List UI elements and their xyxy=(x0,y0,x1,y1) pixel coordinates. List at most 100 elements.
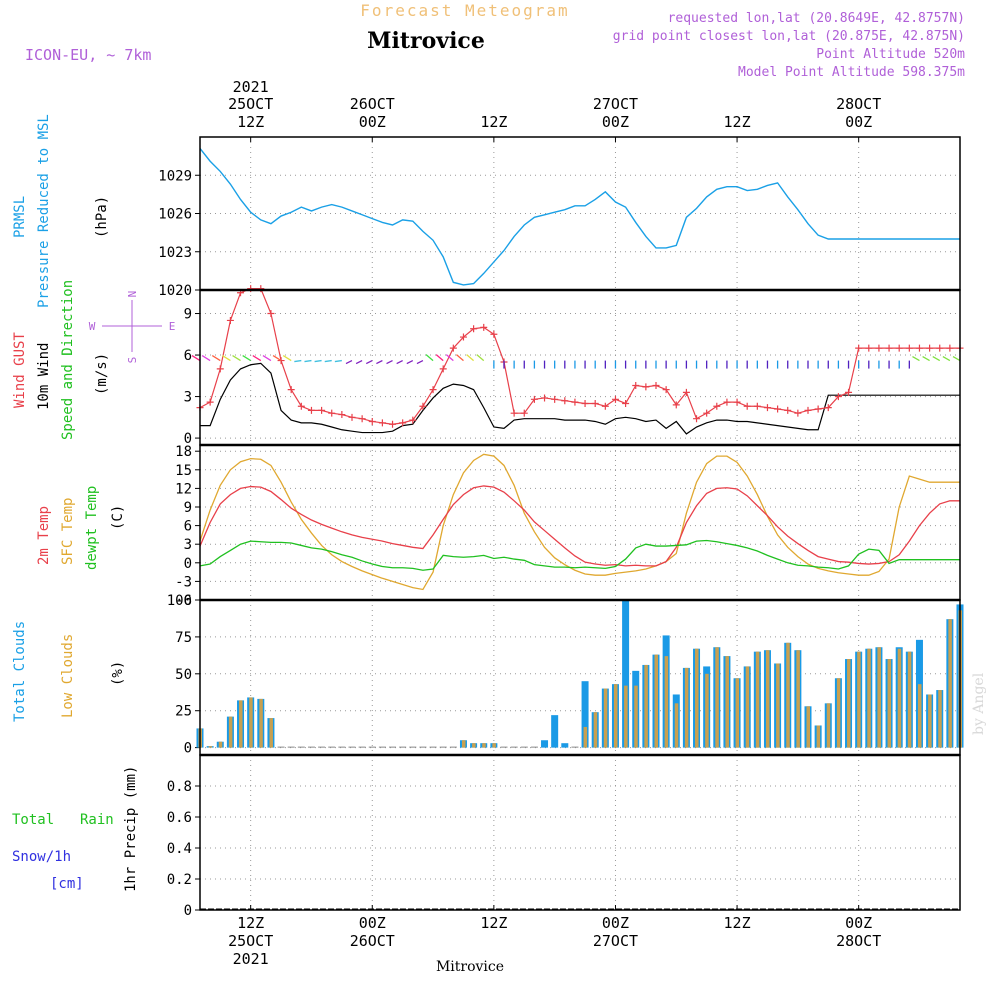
gust-marker xyxy=(936,344,944,352)
gust-marker xyxy=(470,325,478,333)
model-altitude: Model Point Altitude 598.375m xyxy=(738,65,965,80)
watermark: by Angel xyxy=(971,672,987,735)
total-cloud-bar xyxy=(500,746,508,748)
gust-marker xyxy=(693,415,701,423)
page-title: Mitrovice xyxy=(367,28,485,54)
pressure-labels: PRMSL Pressure Reduced to MSL (hPa) xyxy=(12,114,110,308)
low-cloud-bar xyxy=(593,712,598,748)
wind-arrow xyxy=(942,356,951,362)
total-cloud-bar xyxy=(287,746,295,748)
y-tick-label: 75 xyxy=(175,630,192,646)
model-label: ICON-EU, ~ 7km xyxy=(25,46,151,64)
pressure-label-1: PRMSL xyxy=(12,196,28,238)
wind-label-3: Speed and Direction xyxy=(60,280,76,440)
low-cloud-bar xyxy=(816,725,821,748)
gust-marker xyxy=(622,399,630,407)
gust-marker xyxy=(784,406,792,414)
y-tick-label: 3 xyxy=(184,537,192,553)
compass-s: S xyxy=(126,357,139,364)
temp-labels: 2m Temp SFC Temp dewpt Temp (C) xyxy=(36,486,126,570)
wind-arrow xyxy=(355,359,363,365)
bottom-date-label: 27OCT xyxy=(593,932,638,950)
total-cloud-bar xyxy=(307,746,315,748)
gust-marker xyxy=(277,357,285,365)
total-cloud-bar xyxy=(581,681,589,748)
wind-arrow xyxy=(294,359,302,363)
low-cloud-bar xyxy=(239,700,243,748)
gust-marker xyxy=(490,330,498,338)
y-tick-label: 1023 xyxy=(158,245,192,261)
bottom-hour-label: 00Z xyxy=(845,914,872,932)
top-hour-label: 12Z xyxy=(237,113,264,131)
top-hour-label: 12Z xyxy=(724,113,751,131)
bottom-year-label: 2021 xyxy=(233,950,269,968)
low-cloud-bar xyxy=(755,651,760,748)
low-cloud-bar xyxy=(715,647,719,748)
low-cloud-bar xyxy=(928,694,932,748)
gust-marker xyxy=(571,398,579,406)
wind-arrow xyxy=(435,354,444,362)
wind-arrow xyxy=(334,359,342,363)
wind-arrow xyxy=(211,355,221,362)
y-tick-label: 18 xyxy=(175,444,192,460)
gust-marker xyxy=(875,344,883,352)
gust-marker xyxy=(845,388,853,396)
top-date-label: 27OCT xyxy=(593,95,638,113)
cloud-unit: (%) xyxy=(110,661,126,686)
wind-arrow xyxy=(922,356,930,362)
total-cloud-bar xyxy=(510,746,518,748)
y-tick-label: 1020 xyxy=(158,283,192,299)
gust-marker xyxy=(297,402,305,410)
total-cloud-bar xyxy=(419,746,427,748)
low-cloud-bar xyxy=(917,684,922,748)
gust-markers xyxy=(196,285,964,428)
low-cloud-bar xyxy=(806,706,810,748)
cloud-label-1: Total Clouds xyxy=(12,621,28,722)
total-cloud-bar xyxy=(389,746,397,748)
gust-marker xyxy=(216,365,224,373)
gust-marker xyxy=(338,411,346,419)
gust-marker xyxy=(429,386,437,394)
gust-marker xyxy=(814,405,822,413)
top-date-label: 28OCT xyxy=(836,95,881,113)
y-tick-label: 1029 xyxy=(158,168,192,184)
bottom-date-label: 25OCT xyxy=(228,932,273,950)
gust-marker xyxy=(378,419,386,427)
gust-marker xyxy=(753,402,761,410)
wind-arrow xyxy=(201,355,211,362)
wind-arrow xyxy=(304,359,312,363)
gust-marker xyxy=(662,386,670,394)
gust-marker xyxy=(459,333,467,341)
wind-arrow xyxy=(324,359,332,363)
wind-label-2: 10m Wind xyxy=(36,343,52,410)
bottom-hour-label: 12Z xyxy=(724,914,751,932)
low-cloud-bar xyxy=(583,726,588,748)
total-cloud-bar xyxy=(541,740,549,748)
gust-marker xyxy=(642,383,650,391)
low-cloud-bar xyxy=(259,698,263,748)
y-tick-label: 0 xyxy=(184,556,192,572)
low-cloud-bar xyxy=(674,703,679,748)
y-tick-label: 0 xyxy=(184,431,192,447)
temp-2m-line xyxy=(199,485,960,567)
wind-arrow xyxy=(365,359,373,365)
top-hour-label: 00Z xyxy=(602,113,629,131)
low-cloud-bar xyxy=(907,651,912,748)
compass-n: N xyxy=(126,291,139,298)
y-tick-label: 0.6 xyxy=(167,810,192,826)
gust-marker xyxy=(946,344,954,352)
wind-arrow xyxy=(912,356,920,362)
temp-label-3: dewpt Temp xyxy=(84,486,100,570)
point-altitude: Point Altitude 520m xyxy=(816,47,965,62)
gust-marker xyxy=(682,388,690,396)
dewpt-temp-line xyxy=(199,539,960,571)
low-cloud-bar xyxy=(644,664,648,748)
wind-arrow xyxy=(232,355,241,362)
gridpoint-coords: grid point closest lon,lat (20.875E, 42.… xyxy=(613,29,965,44)
bottom-hour-label: 12Z xyxy=(237,914,264,932)
low-cloud-bar xyxy=(472,743,476,748)
low-cloud-bar xyxy=(228,716,233,748)
precip-labels: Total Rain Snow/1h [cm] 1hr Precip (mm) xyxy=(12,766,139,892)
